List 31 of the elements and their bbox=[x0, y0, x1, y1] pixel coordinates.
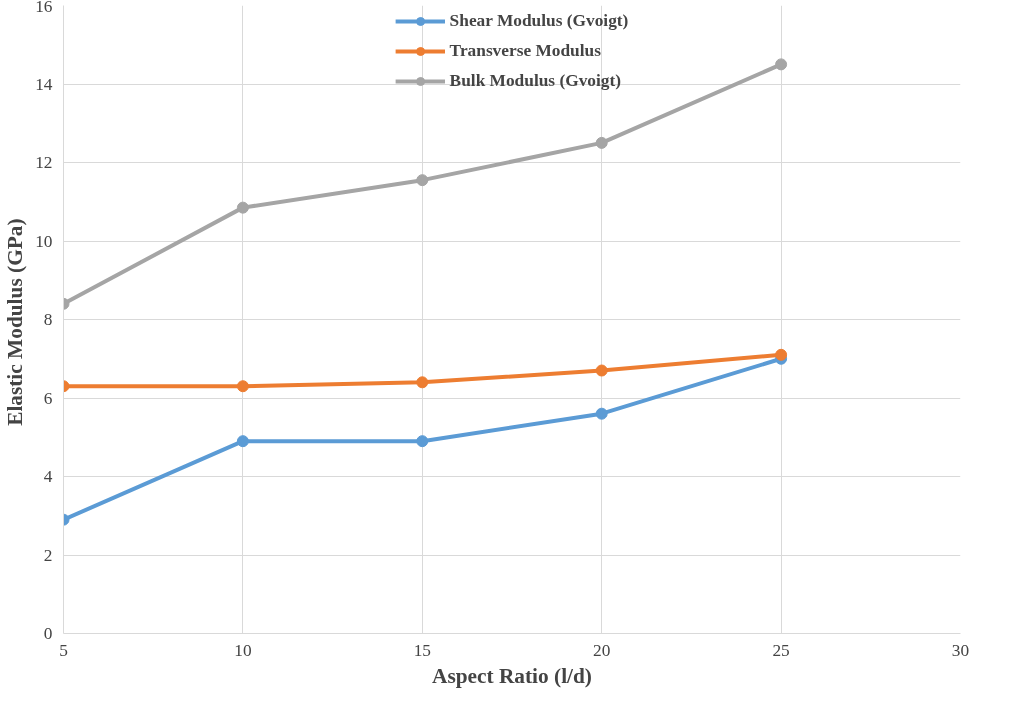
y-tick-label: 0 bbox=[43, 624, 53, 643]
x-tick-label: 10 bbox=[234, 640, 252, 660]
y-tick-label: 16 bbox=[35, 0, 53, 16]
x-axis-title: Aspect Ratio (l/d) bbox=[432, 663, 592, 688]
y-tick-label: 2 bbox=[43, 545, 53, 565]
y-tick-label: 14 bbox=[35, 74, 53, 94]
legend-label: Bulk Modulus (Gvoigt) bbox=[449, 71, 622, 91]
y-axis-title: Elastic Modulus (GPa) bbox=[3, 218, 28, 426]
point bbox=[595, 364, 608, 377]
x-tick-label: 5 bbox=[59, 640, 68, 660]
y-tick-label: 10 bbox=[35, 231, 53, 251]
point bbox=[236, 435, 249, 448]
x-tick-label: 20 bbox=[593, 640, 611, 660]
legend-label: Shear Modulus (Gvoigt) bbox=[449, 11, 629, 31]
y-tick-label: 4 bbox=[43, 467, 53, 486]
point bbox=[595, 407, 608, 420]
point bbox=[236, 380, 249, 393]
point bbox=[236, 201, 249, 214]
point bbox=[416, 435, 429, 448]
point bbox=[416, 376, 429, 389]
legend-label: Transverse Modulus bbox=[449, 41, 601, 61]
y-tick-label: 12 bbox=[35, 153, 53, 172]
x-tick-label: 15 bbox=[413, 640, 431, 660]
point bbox=[775, 58, 788, 71]
x-tick-label: 25 bbox=[772, 640, 790, 660]
y-tick-label: 8 bbox=[43, 310, 53, 329]
point bbox=[416, 174, 429, 187]
x-tick-label: 30 bbox=[951, 640, 970, 660]
y-tick-label: 6 bbox=[43, 388, 53, 408]
point bbox=[775, 348, 788, 361]
point bbox=[595, 136, 608, 149]
